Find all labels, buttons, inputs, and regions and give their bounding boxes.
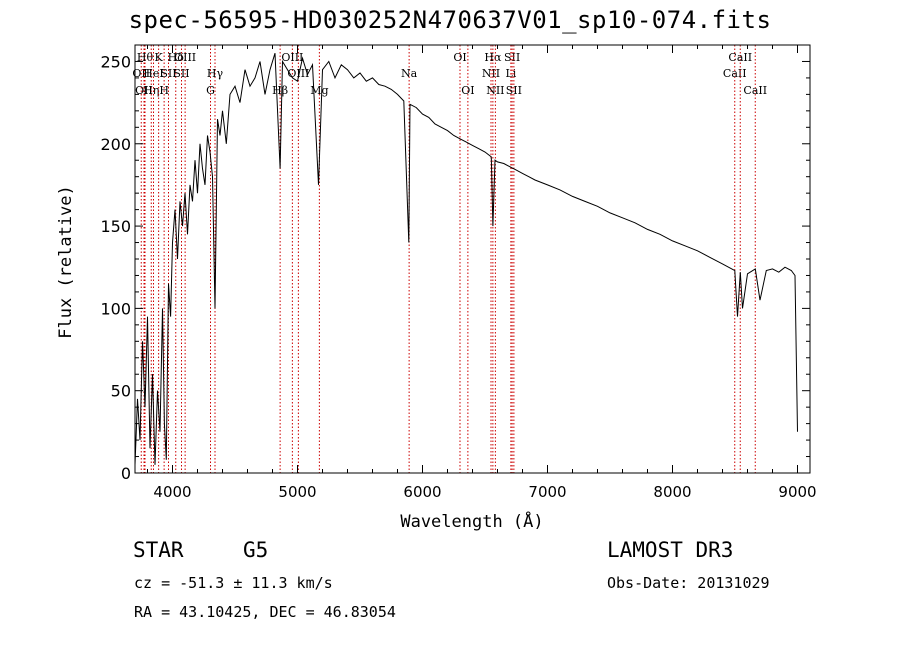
- line-marker-label: OII: [135, 84, 153, 97]
- line-marker-label: K: [155, 51, 164, 64]
- line-marker-label: CaII: [723, 67, 747, 80]
- line-marker-label: OII: [132, 67, 150, 80]
- line-marker-label: SII: [160, 67, 176, 80]
- line-marker-label: Hγ: [207, 67, 224, 80]
- line-marker-label: Hθ: [137, 51, 154, 64]
- survey-name: LAMOST DR3: [607, 538, 734, 562]
- line-marker-label: CaII: [728, 51, 752, 64]
- y-tick-label: 200: [100, 135, 131, 154]
- line-marker-label: CaII: [743, 84, 767, 97]
- y-tick-label: 50: [111, 382, 131, 401]
- line-marker-label: OIII: [174, 51, 196, 64]
- line-marker-label: OIII: [287, 67, 309, 80]
- line-marker-label: OIII: [281, 51, 303, 64]
- x-tick-label: 6000: [403, 483, 441, 501]
- y-axis-label: Flux (relative): [56, 185, 76, 339]
- spectrum-line: [134, 53, 798, 465]
- line-marker-label: Hδ: [168, 51, 185, 64]
- line-marker-label: Li: [505, 67, 516, 80]
- line-marker-label: OI: [461, 84, 474, 97]
- line-marker-label: SII: [173, 67, 189, 80]
- x-tick-label: 9000: [778, 483, 816, 501]
- line-marker-label: Na: [401, 67, 418, 80]
- y-tick-label: 150: [100, 217, 131, 236]
- line-marker-label: Mg: [310, 84, 328, 97]
- y-tick-label: 100: [100, 299, 131, 318]
- line-marker-label: SII: [506, 84, 522, 97]
- observation-date: Obs-Date: 20131029: [607, 574, 770, 592]
- x-tick-label: 8000: [653, 483, 691, 501]
- coordinates-readout: RA = 43.10425, DEC = 46.83054: [134, 603, 396, 621]
- line-marker-label: NII: [486, 84, 504, 97]
- x-axis-label: Wavelength (Å): [400, 512, 544, 532]
- line-marker-label: Hη: [143, 84, 159, 97]
- x-tick-label: 7000: [528, 483, 566, 501]
- y-tick-label: 250: [100, 52, 131, 71]
- plot-frame: [134, 44, 811, 474]
- redshift-readout: cz = -51.3 ± 11.3 km/s: [134, 574, 333, 592]
- line-marker-label: Hβ: [272, 84, 288, 97]
- spectral-subclass: G5: [243, 538, 269, 562]
- y-tick-label: 0: [121, 464, 131, 483]
- line-marker-label: Hα: [484, 51, 502, 64]
- line-marker-label: G: [206, 84, 215, 97]
- chart-title: spec-56595-HD030252N470637V01_sp10-074.f…: [128, 6, 772, 34]
- x-tick-label: 4000: [153, 483, 191, 501]
- line-marker-label: OI: [453, 51, 466, 64]
- object-class: STAR: [133, 538, 184, 562]
- line-marker-label: H: [159, 84, 169, 97]
- line-marker-label: NII: [482, 67, 500, 80]
- line-marker-label: SII: [504, 51, 520, 64]
- x-tick-label: 5000: [278, 483, 316, 501]
